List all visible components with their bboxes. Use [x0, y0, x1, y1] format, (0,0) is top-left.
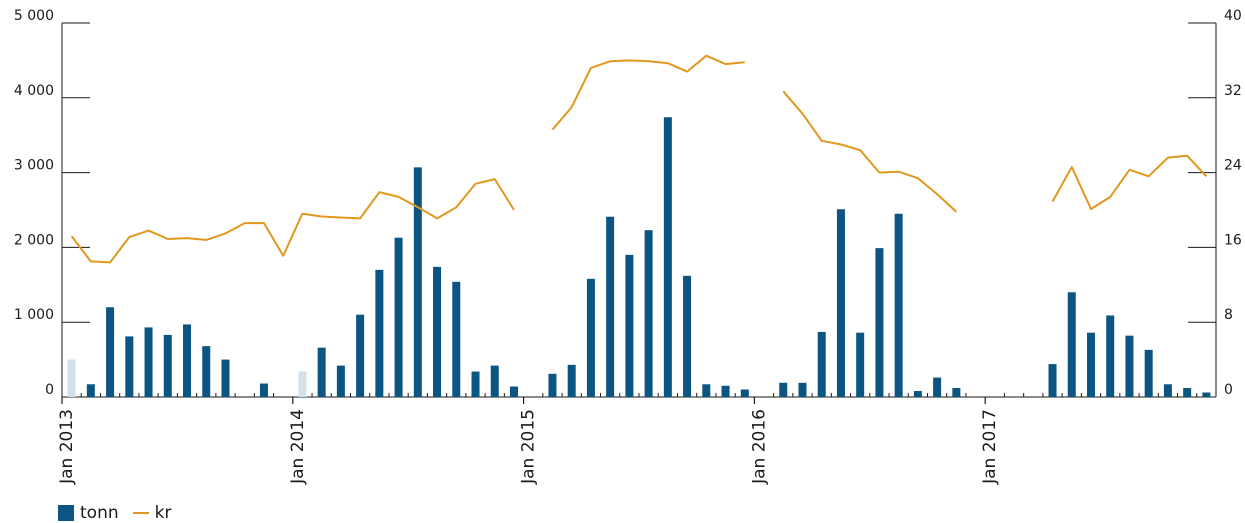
x-tick-label: Jan 2016	[749, 409, 769, 485]
bar	[106, 307, 115, 397]
y-right-tick-label: 16	[1224, 232, 1242, 248]
legend-item-kr: kr	[132, 503, 172, 523]
bar	[336, 365, 345, 397]
bar	[490, 365, 499, 397]
bar	[779, 382, 788, 397]
legend-swatch-kr	[132, 512, 149, 514]
y-right-tick-label: 8	[1224, 307, 1233, 323]
bar	[433, 266, 442, 397]
bar	[452, 281, 461, 397]
y-left-tick-label: 1 000	[14, 307, 54, 323]
bar	[413, 167, 422, 397]
bar	[856, 332, 865, 397]
y-left-tick-label: 4 000	[14, 83, 54, 99]
legend: tonn kr	[58, 503, 185, 523]
x-tick-label: Jan 2014	[288, 409, 308, 485]
bar	[952, 388, 961, 397]
bar	[644, 230, 653, 397]
axes: 0 1 000 2 000 3 000 4 000 5 000 0 8 16 24 32 40 Jan …	[14, 8, 1242, 485]
bar	[163, 334, 172, 397]
bar	[221, 359, 230, 397]
bar	[509, 386, 518, 397]
y-left-tick-label: 5 000	[14, 8, 54, 24]
legend-label-kr: kr	[154, 503, 172, 523]
line-segment	[551, 54, 745, 131]
bar	[836, 209, 845, 397]
bar	[1067, 292, 1076, 397]
bar	[586, 278, 595, 397]
line-segment	[70, 178, 515, 264]
bar	[298, 371, 307, 397]
bar	[259, 383, 268, 397]
bar	[683, 275, 692, 397]
legend-label-tonn: tonn	[80, 503, 119, 523]
line-series	[70, 54, 1208, 264]
bar	[1125, 335, 1134, 397]
bar	[933, 377, 942, 397]
bar	[1163, 384, 1172, 397]
bar	[625, 254, 634, 397]
bar	[317, 347, 326, 397]
bar	[125, 336, 134, 397]
bar	[67, 359, 76, 397]
bar	[1183, 388, 1192, 397]
line-segment	[1051, 154, 1208, 211]
y-right-tick-label: 24	[1224, 158, 1242, 174]
y-left-tick-label: 3 000	[14, 158, 54, 174]
bar	[663, 117, 672, 398]
y-right-tick-label: 0	[1224, 382, 1233, 398]
legend-swatch-tonn	[58, 505, 74, 521]
bar	[183, 324, 192, 397]
bar	[567, 364, 576, 397]
bar	[394, 237, 403, 397]
bar	[740, 389, 749, 397]
bar	[702, 384, 711, 397]
bar	[1202, 392, 1211, 397]
bar	[913, 391, 922, 397]
y-right-tick-label: 32	[1224, 83, 1242, 99]
bar	[894, 213, 903, 397]
bar	[606, 216, 615, 397]
bar	[548, 373, 557, 397]
bar	[356, 314, 365, 397]
legend-item-tonn: tonn	[58, 503, 119, 523]
bar	[817, 331, 826, 397]
bar	[875, 248, 884, 397]
bar	[144, 327, 153, 397]
bars	[67, 117, 1211, 398]
bar	[1086, 332, 1095, 397]
bar	[86, 384, 95, 397]
x-tick-label: Jan 2013	[57, 409, 77, 485]
bar	[471, 371, 480, 397]
bar	[1048, 364, 1057, 397]
y-left-tick-label: 2 000	[14, 232, 54, 248]
bar	[798, 382, 807, 397]
line-segment	[782, 90, 958, 213]
y-right-tick-label: 40	[1224, 8, 1242, 24]
bar	[721, 385, 730, 397]
bar	[1144, 349, 1153, 397]
y-left-tick-label: 0	[45, 382, 54, 398]
x-tick-label: Jan 2017	[980, 409, 1000, 485]
bar	[375, 269, 384, 397]
x-tick-label: Jan 2015	[519, 409, 539, 485]
bar	[202, 346, 211, 397]
bar	[1106, 315, 1115, 397]
